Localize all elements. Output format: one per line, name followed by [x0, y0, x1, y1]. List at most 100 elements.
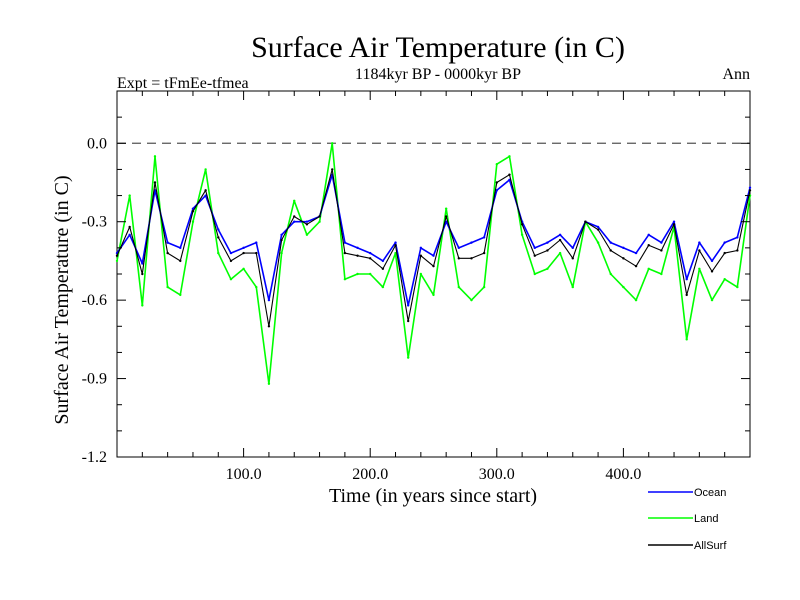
data-point-allsurf [457, 257, 461, 260]
data-point-allsurf [318, 215, 321, 218]
data-point-ocean [634, 251, 638, 255]
data-point-allsurf [229, 259, 233, 263]
data-point-ocean [647, 233, 650, 236]
data-point-ocean [293, 220, 296, 223]
data-point-allsurf [343, 251, 347, 255]
data-point-ocean [710, 259, 714, 263]
data-point-allsurf [723, 251, 726, 255]
data-point-land [533, 272, 536, 276]
data-point-ocean [748, 186, 752, 189]
data-point-allsurf [508, 173, 511, 176]
data-point-allsurf [660, 249, 663, 252]
data-point-ocean [558, 233, 562, 236]
data-point-ocean [217, 228, 220, 231]
data-point-allsurf [520, 223, 524, 226]
data-point-allsurf [406, 319, 410, 323]
data-point-allsurf [255, 251, 258, 255]
data-point-allsurf [179, 259, 182, 263]
data-point-allsurf [394, 244, 397, 247]
data-point-land [495, 163, 498, 166]
data-point-ocean [533, 246, 536, 250]
data-point-land [660, 272, 663, 276]
y-axis-label: Surface Air Temperature (in C) [51, 175, 73, 424]
data-point-ocean [369, 251, 372, 255]
data-point-allsurf [634, 264, 638, 268]
data-point-land [736, 285, 739, 289]
data-point-ocean [622, 246, 625, 250]
y-tick-label: -1.2 [82, 449, 107, 466]
data-point-land [217, 251, 220, 255]
data-point-land [596, 241, 600, 244]
y-tick-label: 0.0 [87, 135, 107, 152]
x-tick-label: 300.0 [479, 466, 515, 483]
data-point-ocean [204, 194, 207, 197]
data-point-land [331, 142, 334, 145]
data-point-ocean [305, 220, 309, 223]
data-point-allsurf [470, 257, 473, 260]
data-point-land [381, 285, 385, 289]
data-point-allsurf [356, 254, 359, 257]
data-point-allsurf [128, 225, 131, 229]
data-point-land [356, 272, 359, 276]
data-point-ocean [179, 246, 182, 250]
data-point-land [394, 251, 397, 255]
data-point-land [419, 272, 423, 276]
data-point-allsurf [495, 181, 498, 184]
plot-area: 100.0 200.0 300.0 400.0 0.0 -0.3 -0.6 -0.9 -1.2 [82, 90, 752, 483]
data-point-allsurf [609, 249, 612, 252]
data-point-land [242, 267, 245, 270]
data-point-allsurf [584, 220, 587, 223]
experiment-label: Expt = tFmEe-tfmea [117, 75, 249, 92]
data-point-allsurf [331, 168, 334, 171]
data-point-allsurf [153, 181, 157, 184]
data-point-allsurf [596, 228, 600, 231]
data-point-ocean [508, 178, 511, 182]
data-point-land [710, 298, 714, 302]
data-point-ocean [571, 246, 574, 250]
data-point-allsurf [482, 251, 486, 255]
data-point-ocean [141, 262, 144, 265]
series-line-allsurf [116, 168, 751, 327]
data-point-allsurf [204, 189, 207, 192]
data-point-ocean [381, 259, 385, 263]
data-point-land [546, 267, 549, 270]
data-point-land [444, 207, 448, 210]
data-point-ocean [280, 233, 283, 236]
data-point-land [229, 278, 233, 281]
data-point-ocean [660, 241, 663, 244]
data-point-ocean [482, 236, 486, 239]
chart-subtitle: 1184kyr BP - 0000kyr BP [355, 66, 521, 83]
data-point-land [457, 285, 461, 289]
data-point-ocean [128, 233, 131, 236]
data-point-allsurf [698, 249, 701, 252]
data-point-land [191, 220, 195, 223]
legend: Ocean Land AllSurf [648, 487, 727, 552]
data-point-allsurf [444, 215, 448, 218]
x-tick-label: 400.0 [605, 466, 641, 483]
x-axis-label: Time (in years since start) [329, 485, 537, 507]
data-point-ocean [191, 207, 195, 210]
data-point-land [255, 285, 258, 289]
legend-label-land: Land [694, 513, 718, 525]
data-point-ocean [419, 246, 423, 250]
data-point-allsurf [432, 264, 435, 268]
data-point-land [293, 199, 296, 202]
legend-label-ocean: Ocean [694, 487, 726, 499]
data-point-land [508, 155, 511, 158]
data-point-allsurf [533, 254, 536, 257]
season-label: Ann [722, 66, 750, 83]
data-point-land [141, 304, 144, 307]
data-point-ocean [672, 220, 676, 223]
data-point-allsurf [710, 270, 714, 273]
chart-title: Surface Air Temperature (in C) [251, 31, 625, 64]
data-point-land [470, 298, 473, 302]
data-point-land [558, 251, 562, 255]
data-point-allsurf [546, 249, 549, 252]
series-line-ocean [116, 173, 751, 307]
data-point-land [204, 168, 207, 171]
data-point-land [128, 194, 131, 197]
legend-label-allsurf: AllSurf [694, 540, 727, 552]
data-point-allsurf [280, 238, 283, 242]
data-point-ocean [229, 251, 233, 255]
